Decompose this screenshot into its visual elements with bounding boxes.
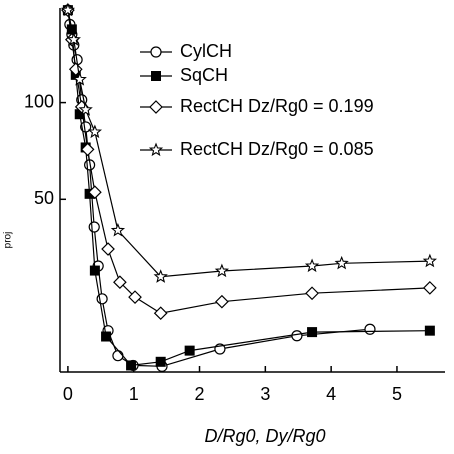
data-point <box>87 124 103 139</box>
series-line <box>67 10 371 367</box>
data-point <box>307 327 318 338</box>
series-line <box>67 10 430 314</box>
data-point <box>101 331 112 342</box>
x-tick-label: 1 <box>129 384 139 404</box>
data-point <box>126 360 137 371</box>
legend-label: CylCH <box>180 41 232 61</box>
data-point <box>84 188 95 199</box>
data-point <box>155 356 166 367</box>
data-point <box>72 71 87 86</box>
data-point <box>110 222 126 237</box>
data-point <box>80 142 95 157</box>
data-point <box>214 263 230 278</box>
data-point <box>153 269 168 283</box>
x-tick-label: 3 <box>260 384 270 404</box>
legend-marker <box>151 71 161 81</box>
legend-marker <box>148 142 164 157</box>
data-point <box>334 255 349 270</box>
legend-label: SqCH <box>180 65 228 85</box>
data-point <box>89 265 100 276</box>
data-point <box>60 2 76 17</box>
data-point <box>304 258 320 273</box>
x-tick-label: 5 <box>392 384 402 404</box>
x-axis-label: D/Rg0, Dy/Rg0 <box>204 426 325 446</box>
x-tick-label: 0 <box>63 384 73 404</box>
legend-marker <box>149 100 163 114</box>
x-tick-label: 4 <box>326 384 336 404</box>
data-point <box>215 294 229 309</box>
data-point <box>424 325 435 336</box>
data-point <box>78 102 93 116</box>
data-point <box>88 185 102 200</box>
data-point <box>112 350 124 362</box>
data-point <box>364 323 376 335</box>
y-tick-label: 100 <box>24 91 54 111</box>
legend-marker <box>150 46 162 58</box>
legend-label: RectCH Dz/Rg0 = 0.085 <box>180 139 374 159</box>
series-line <box>67 9 430 367</box>
y-tick-label: 50 <box>34 188 54 208</box>
y-axis-label: proj <box>3 232 14 249</box>
data-point <box>66 32 81 46</box>
data-point <box>184 345 195 356</box>
data-point <box>74 109 85 120</box>
data-point <box>305 286 319 301</box>
legend-label: RectCH Dz/Rg0 = 0.199 <box>180 96 374 116</box>
data-point <box>153 306 168 321</box>
data-point <box>291 330 303 342</box>
data-point <box>88 221 100 233</box>
data-point <box>128 290 142 304</box>
data-point <box>113 275 127 290</box>
data-point <box>101 242 115 256</box>
data-point <box>423 281 437 295</box>
x-tick-label: 2 <box>195 384 205 404</box>
data-point <box>422 253 438 268</box>
